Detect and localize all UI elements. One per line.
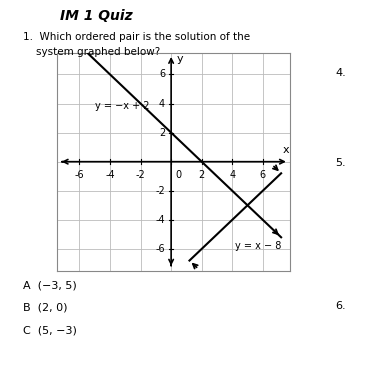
Text: 2: 2 — [159, 127, 165, 138]
Text: C  (5, −3): C (5, −3) — [23, 325, 77, 335]
Text: 4: 4 — [229, 170, 235, 180]
Text: 11: 11 — [16, 8, 33, 21]
Text: system graphed below?: system graphed below? — [23, 47, 160, 57]
Text: 6: 6 — [260, 170, 266, 180]
Text: B  (2, 0): B (2, 0) — [23, 303, 67, 313]
Text: 0: 0 — [175, 170, 181, 180]
Text: 6: 6 — [159, 70, 165, 79]
Text: -6: -6 — [155, 244, 165, 254]
Text: y = −x + 2: y = −x + 2 — [95, 102, 149, 111]
Text: -2: -2 — [136, 170, 146, 180]
Text: y: y — [176, 54, 183, 64]
Text: IM 1 Quiz: IM 1 Quiz — [60, 9, 133, 23]
Text: -6: -6 — [75, 170, 84, 180]
Text: x: x — [283, 145, 290, 155]
Text: -2: -2 — [155, 186, 165, 196]
Text: -4: -4 — [105, 170, 115, 180]
Text: 6.: 6. — [336, 301, 346, 311]
Text: y = x − 8: y = x − 8 — [235, 241, 282, 251]
Text: A  (−3, 5): A (−3, 5) — [23, 280, 77, 290]
Text: 1.  Which ordered pair is the solution of the: 1. Which ordered pair is the solution of… — [23, 32, 250, 42]
Text: 4: 4 — [159, 99, 165, 109]
Text: 4.: 4. — [336, 68, 346, 78]
Text: 5.: 5. — [336, 158, 346, 168]
Text: -4: -4 — [155, 215, 165, 225]
Text: 2: 2 — [199, 170, 205, 180]
